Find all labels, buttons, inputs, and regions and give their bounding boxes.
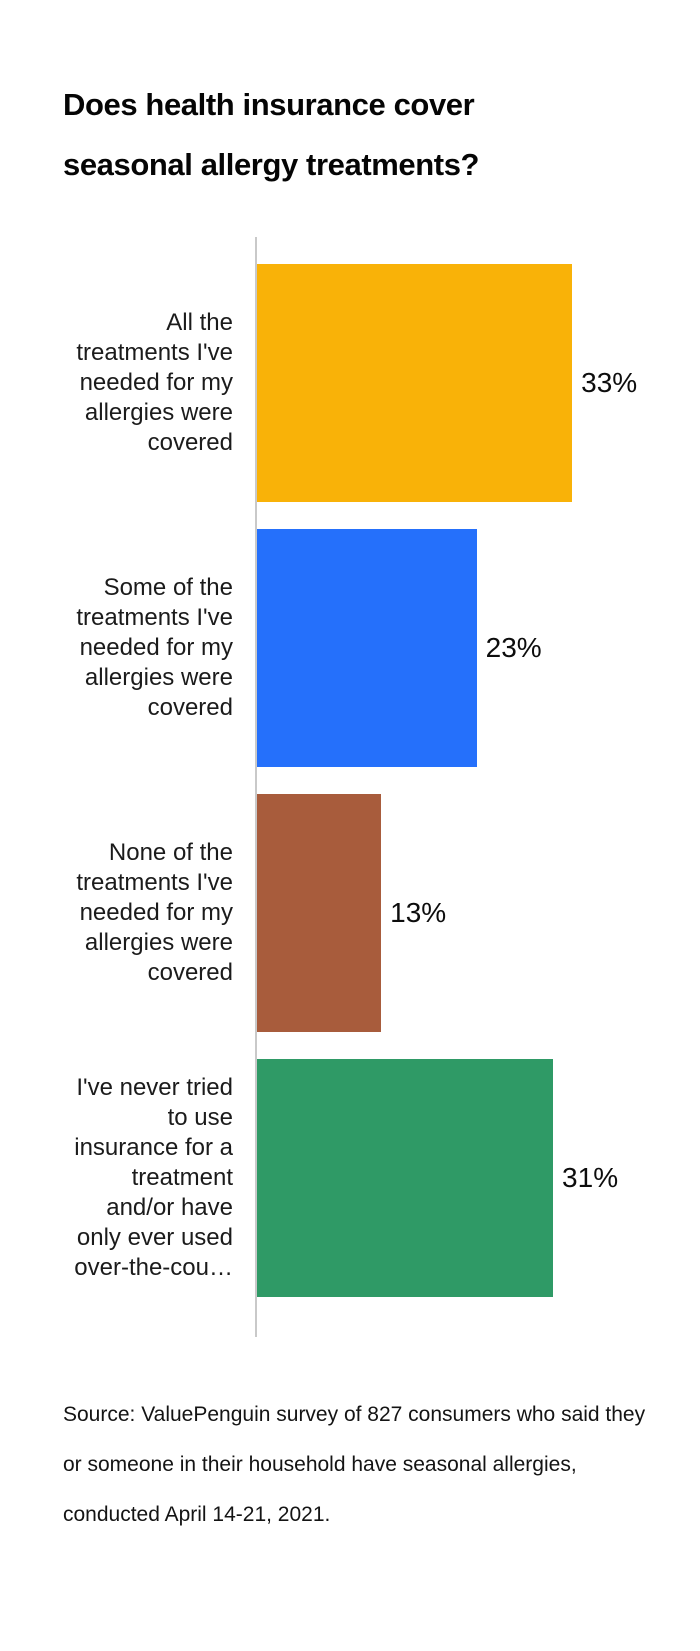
category-label: All the treatments I've needed for my al… (76, 309, 233, 456)
bar-area: 31% (257, 1059, 700, 1297)
bar (257, 794, 382, 1032)
bar-area: 33% (257, 264, 700, 502)
source-note: Source: ValuePenguin survey of 827 consu… (63, 1403, 646, 1526)
chart-page: Does health insurance cover seasonal all… (0, 75, 700, 1651)
category-label: Some of the treatments I've needed for m… (76, 574, 233, 721)
y-axis-line (255, 237, 257, 1337)
bar (257, 264, 573, 502)
value-label: 23% (485, 632, 542, 663)
bar-row: None of the treatments I've needed for m… (0, 794, 700, 1032)
bar-chart: All the treatments I've needed for my al… (0, 237, 700, 1337)
bar-area: 23% (257, 529, 700, 767)
value-label: 33% (581, 367, 638, 398)
bar (257, 529, 477, 767)
bar (257, 1059, 554, 1297)
category-label: None of the treatments I've needed for m… (76, 839, 233, 986)
category-label: I've never tried to use insurance for a … (74, 1074, 233, 1281)
chart-rows: All the treatments I've needed for my al… (0, 264, 700, 1297)
value-label: 31% (562, 1162, 619, 1193)
bar-row: All the treatments I've needed for my al… (0, 264, 700, 502)
bar-row: I've never tried to use insurance for a … (0, 1059, 700, 1297)
chart-title: Does health insurance cover seasonal all… (63, 87, 480, 182)
bar-row: Some of the treatments I've needed for m… (0, 529, 700, 767)
bar-area: 13% (257, 794, 700, 1032)
value-label: 13% (390, 897, 447, 928)
